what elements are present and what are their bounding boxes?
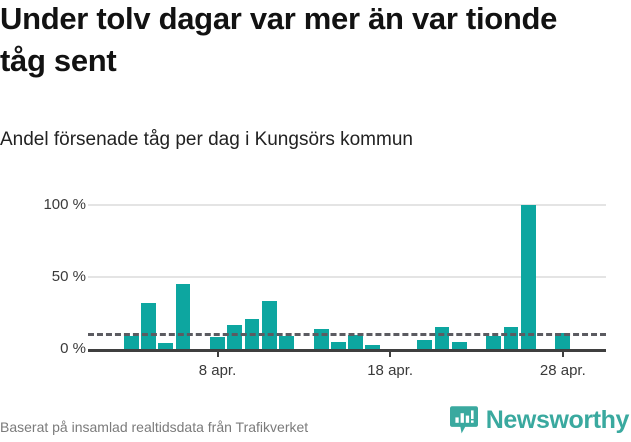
bar[interactable] xyxy=(434,327,450,349)
source-note: Baserat på insamlad realtidsdata från Tr… xyxy=(0,419,309,435)
chart-footer: Baserat på insamlad realtidsdata från Tr… xyxy=(0,406,631,442)
bar[interactable] xyxy=(141,302,156,349)
bar-chart: 0 % 50 % 100 % 8 apr. 18 apr. 28 apr. xyxy=(0,190,631,390)
bar[interactable] xyxy=(330,341,346,349)
average-reference-line xyxy=(88,333,606,337)
bar[interactable] xyxy=(348,334,364,349)
newsworthy-logo[interactable]: Newsworthy xyxy=(449,405,629,435)
bar-series xyxy=(88,205,606,349)
bar[interactable] xyxy=(486,336,502,349)
bar[interactable] xyxy=(158,343,174,349)
bar[interactable] xyxy=(261,301,277,349)
bar[interactable] xyxy=(520,205,536,349)
page-title: Under tolv dagar var mer än var tionde t… xyxy=(0,1,558,78)
x-axis-tick-label: 18 apr. xyxy=(367,362,414,379)
plot-area xyxy=(88,204,606,352)
x-axis-tick xyxy=(389,349,392,357)
bar[interactable] xyxy=(417,340,433,349)
x-axis-line xyxy=(88,349,606,352)
bar[interactable] xyxy=(210,337,225,349)
y-axis-tick-label: 100 % xyxy=(43,196,86,213)
gridline xyxy=(88,276,606,278)
y-axis-tick-label: 0 % xyxy=(60,340,86,357)
newsworthy-bar-chart-bubble-icon xyxy=(449,405,479,435)
bar[interactable] xyxy=(555,333,571,349)
gridline xyxy=(88,204,606,206)
bar[interactable] xyxy=(227,324,243,349)
bar[interactable] xyxy=(313,328,329,349)
bar[interactable] xyxy=(451,341,467,349)
x-axis-tick-label: 28 apr. xyxy=(539,362,586,379)
bar[interactable] xyxy=(503,327,519,349)
x-axis-tick-label: 8 apr. xyxy=(198,362,237,379)
bar[interactable] xyxy=(123,336,139,349)
x-axis-tick xyxy=(561,349,564,357)
chart-subtitle: Andel försenade tåg per dag i Kungsörs k… xyxy=(0,129,413,150)
newsworthy-wordmark: Newsworthy xyxy=(485,406,630,434)
bar[interactable] xyxy=(175,284,191,349)
y-axis-tick-label: 50 % xyxy=(51,268,86,285)
x-axis-tick xyxy=(216,349,219,357)
bar[interactable] xyxy=(279,336,294,349)
bar[interactable] xyxy=(365,344,381,349)
